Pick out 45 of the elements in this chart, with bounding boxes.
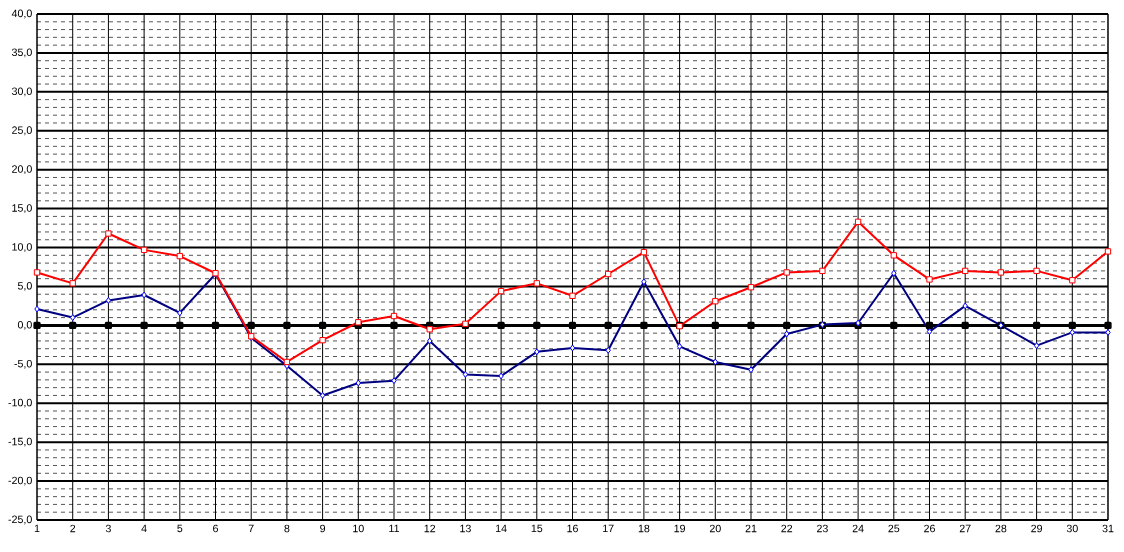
- x-tick-label: 18: [638, 524, 650, 533]
- y-tick-label: 0,0: [17, 320, 32, 330]
- y-tick-label: -20,0: [8, 476, 32, 486]
- x-tick-label: 24: [852, 524, 864, 533]
- x-tick-label: 5: [177, 524, 183, 533]
- y-tick-label: 5,0: [17, 282, 32, 291]
- x-tick-label: 30: [1066, 524, 1078, 533]
- x-tick-label: 25: [888, 524, 900, 533]
- y-tick-label: 20,0: [12, 165, 32, 175]
- x-tick-label: 12: [424, 524, 436, 533]
- x-tick-label: 7: [248, 524, 254, 533]
- y-tick-label: -10,0: [8, 398, 32, 408]
- y-tick-label: 40,0: [11, 9, 32, 19]
- y-tick-label: 25,0: [12, 126, 32, 136]
- x-tick-label: 2: [70, 524, 76, 533]
- y-tick-label: 30,0: [11, 87, 32, 97]
- x-tick-label: 14: [495, 524, 507, 533]
- x-tick-label: 29: [1031, 524, 1043, 533]
- x-tick-label: 1: [34, 524, 40, 533]
- x-tick-label: 4: [141, 524, 147, 533]
- x-tick-label: 31: [1102, 524, 1114, 533]
- x-tick-label: 20: [709, 524, 721, 533]
- x-tick-label: 10: [353, 524, 364, 533]
- x-tick-label: 8: [284, 524, 290, 533]
- x-tick-label: 9: [320, 524, 326, 533]
- y-tick-label: 15,0: [12, 204, 32, 214]
- y-tick-label: 10,0: [12, 243, 32, 252]
- x-tick-label: 28: [995, 524, 1007, 533]
- x-tick-label: 26: [924, 524, 935, 533]
- y-tick-label: -25,0: [8, 515, 32, 525]
- y-tick-label: -15,0: [8, 437, 32, 447]
- x-tick-label: 27: [959, 524, 971, 533]
- x-tick-label: 3: [105, 524, 111, 533]
- y-tick-label: -5,0: [14, 359, 32, 369]
- x-tick-label: 16: [567, 524, 578, 533]
- x-tick-label: 6: [213, 524, 218, 533]
- x-tick-label: 13: [460, 524, 471, 533]
- x-tick-label: 22: [781, 524, 793, 533]
- x-tick-label: 11: [389, 524, 400, 533]
- x-tick-label: 23: [817, 524, 828, 533]
- x-tick-label: 15: [531, 524, 543, 533]
- x-tick-label: 21: [745, 524, 757, 533]
- y-tick-label: 35,0: [11, 48, 32, 58]
- x-tick-label: 17: [603, 524, 614, 533]
- x-tick-label: 19: [674, 524, 686, 533]
